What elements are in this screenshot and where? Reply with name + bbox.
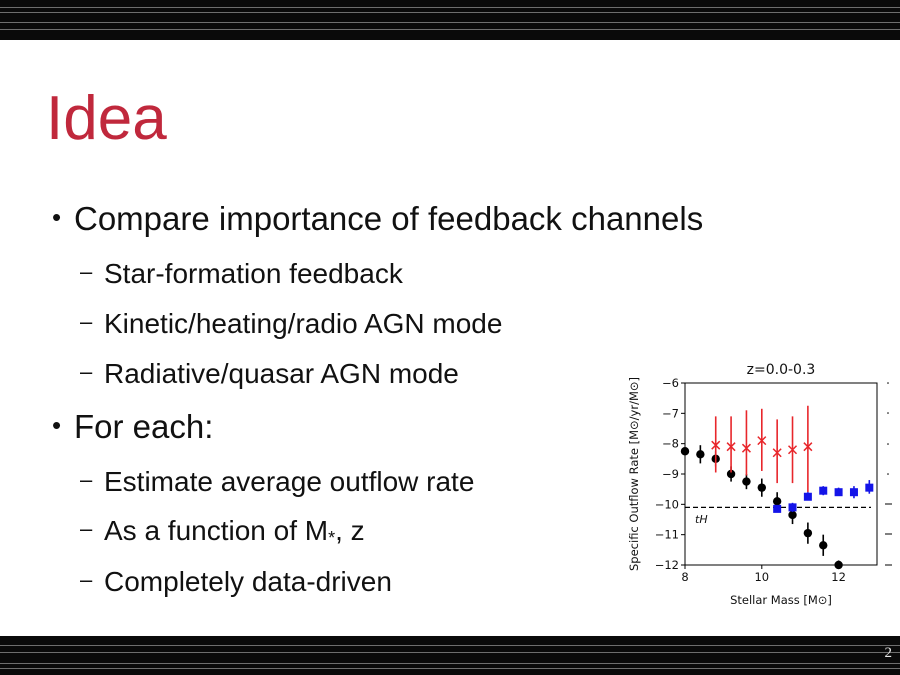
bullet-text: For each: <box>74 408 214 445</box>
dash-icon: – <box>80 309 93 334</box>
plot-frame <box>684 382 878 566</box>
plot-area: 8 10 12 −6 −7 −8 −9 −10 −11 −12 <box>655 376 874 584</box>
y-axis-label: Specific Outflow Rate [M⊙/yr/M⊙] <box>627 377 641 571</box>
bottom-decor-bar <box>0 636 900 675</box>
data-point-square <box>865 483 874 492</box>
y-tick-label: −12 <box>655 558 679 572</box>
data-point-square <box>834 488 843 497</box>
subitem-radiative-agn: – Radiative/quasar AGN mode <box>80 360 459 388</box>
y-tick-label: −6 <box>662 376 679 390</box>
subitem-text: Radiative/quasar AGN mode <box>104 358 459 389</box>
data-point-square <box>819 486 828 495</box>
y-tick-label: −11 <box>655 528 679 542</box>
chart-title: z=0.0-0.3 <box>747 362 816 378</box>
x-tick-label: 8 <box>681 570 688 584</box>
data-point-square <box>788 503 797 512</box>
subitem-kinetic-agn: – Kinetic/heating/radio AGN mode <box>80 310 502 338</box>
data-point-circle <box>757 483 766 492</box>
y-tick-label: −10 <box>655 497 679 511</box>
slide-title: Idea <box>46 84 167 153</box>
outflow-chart: z=0.0-0.3 8 10 12 −6 −7 −8 −9 −10 −11 −12 Stellar… <box>622 352 896 614</box>
data-point-x <box>726 442 736 452</box>
subitem-outflow-rate: – Estimate average outflow rate <box>80 468 474 496</box>
data-point-circle <box>696 450 705 459</box>
dash-icon: – <box>80 467 93 492</box>
data-point-circle <box>803 528 813 538</box>
subitem-data-driven: – Completely data-driven <box>80 568 392 596</box>
data-point-circle <box>742 477 751 486</box>
mstar-suffix: , z <box>335 515 365 546</box>
x-tick-label: 12 <box>831 570 846 584</box>
x-tick-label: 10 <box>754 570 769 584</box>
data-point-x <box>803 442 813 452</box>
data-point-x <box>757 436 767 446</box>
data-point-circle <box>772 497 782 506</box>
data-point-square <box>803 492 812 501</box>
bullet-compare: • Compare importance of feedback channels <box>52 202 703 235</box>
subitem-text: Kinetic/heating/radio AGN mode <box>104 308 503 339</box>
subitem-text: Estimate average outflow rate <box>104 466 475 497</box>
tH-annotation: tH <box>695 513 708 526</box>
y-tick-label: −7 <box>662 406 679 420</box>
bullet-for-each: • For each: <box>52 410 213 443</box>
x-axis-label: Stellar Mass [M⊙] <box>730 593 832 607</box>
subitem-text: Star-formation feedback <box>104 258 403 289</box>
data-point-x <box>741 443 751 453</box>
data-point-square <box>773 504 782 513</box>
dash-icon: – <box>80 516 93 541</box>
subitem-function-of-mass: – As a function of M*, z <box>80 515 365 548</box>
neighbor-panel-ticks <box>885 382 892 566</box>
dash-icon: – <box>80 359 93 384</box>
page-number: 2 <box>884 645 893 661</box>
y-tick-label: −9 <box>662 467 679 481</box>
data-point-x <box>787 445 798 455</box>
subitem-star-formation: – Star-formation feedback <box>80 260 403 288</box>
data-point-circle <box>726 469 736 479</box>
dash-icon: – <box>80 259 93 284</box>
bullet-dot-icon: • <box>52 202 62 232</box>
data-point-circle <box>788 510 797 520</box>
y-tick-label: −8 <box>662 437 679 451</box>
subitem-text: As a function of M <box>104 515 329 546</box>
bullet-text: Compare importance of feedback channels <box>74 200 704 237</box>
data-point-square <box>849 488 858 497</box>
data-point-x <box>711 440 721 450</box>
dash-icon: – <box>80 567 93 592</box>
bullet-dot-icon: • <box>52 410 62 440</box>
data-point-x <box>772 448 782 458</box>
top-decor-bar <box>0 0 900 40</box>
mstar-subscript: * <box>328 528 336 548</box>
subitem-text: Completely data-driven <box>104 566 392 597</box>
data-point-circle <box>819 541 828 550</box>
